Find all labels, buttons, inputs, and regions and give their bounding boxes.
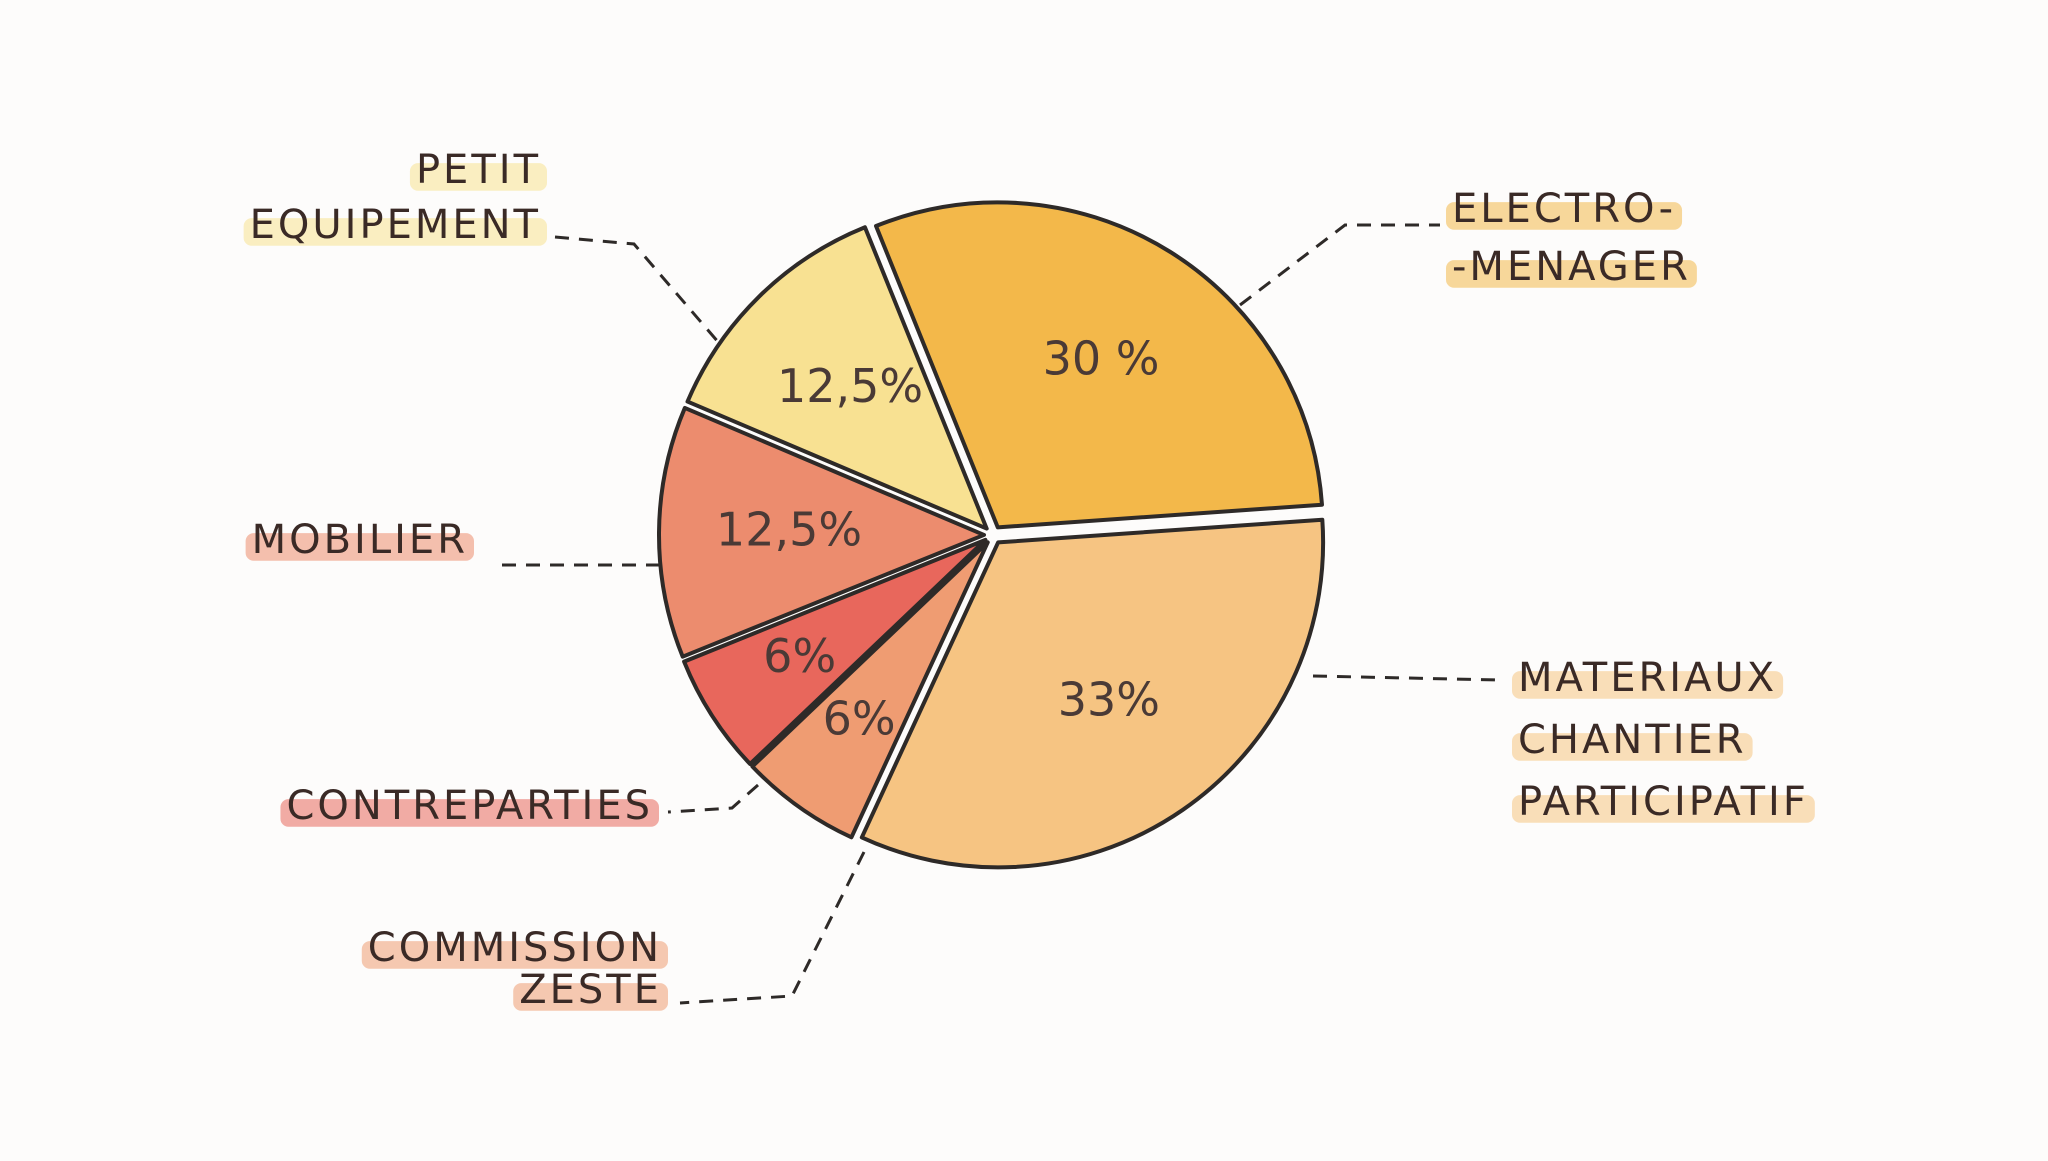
category-label: ELECTRO- — [1452, 186, 1676, 232]
category-label: PARTICIPATIF — [1518, 779, 1809, 825]
category-label: CHANTIER — [1518, 717, 1747, 763]
leader-line — [1312, 674, 1501, 682]
label-highlight — [409, 163, 547, 191]
labels: 30 % ELECTRO- -MENAGER 33% MATERIAUX CHANTIER… — [250, 147, 1809, 1013]
pie-slice — [750, 540, 990, 840]
pie-slice — [685, 225, 989, 531]
label-highlight — [361, 941, 668, 969]
category-label: COMMISSION — [368, 925, 662, 971]
highlights — [243, 163, 1815, 1011]
category-label: PETIT — [416, 147, 541, 193]
category-label: -MENAGER — [1452, 244, 1691, 290]
category-label: ZESTE — [519, 967, 662, 1013]
label-highlight — [1512, 671, 1784, 699]
category-label: MATERIAUX — [1518, 655, 1777, 701]
pie-slice — [657, 405, 986, 659]
label-highlight — [1512, 795, 1815, 823]
category-label: EQUIPEMENT — [250, 202, 541, 248]
category-label: MOBILIER — [252, 517, 468, 563]
label-highlight — [513, 983, 668, 1011]
pie — [657, 200, 1326, 870]
label-highlight — [245, 533, 474, 561]
leader-line — [667, 783, 759, 814]
value-label: 6% — [823, 692, 896, 746]
leader-line — [554, 235, 727, 351]
value-label: 30 % — [1043, 331, 1160, 385]
pie-slice — [874, 200, 1324, 530]
label-highlight — [243, 218, 547, 246]
pie-slice — [859, 517, 1326, 870]
leader-line — [679, 851, 866, 1005]
leaders — [502, 223, 1501, 1005]
leader-line — [1239, 223, 1440, 307]
value-label: 6% — [763, 629, 836, 683]
label-highlight — [1512, 733, 1753, 761]
value-label: 12,5% — [777, 359, 923, 413]
label-highlight — [280, 799, 659, 827]
label-highlight — [1446, 260, 1697, 288]
category-label: CONTREPARTIES — [286, 783, 653, 829]
value-label: 33% — [1058, 672, 1160, 726]
pie-slice — [682, 537, 988, 767]
label-highlight — [1446, 202, 1683, 230]
value-label: 12,5% — [716, 503, 862, 557]
